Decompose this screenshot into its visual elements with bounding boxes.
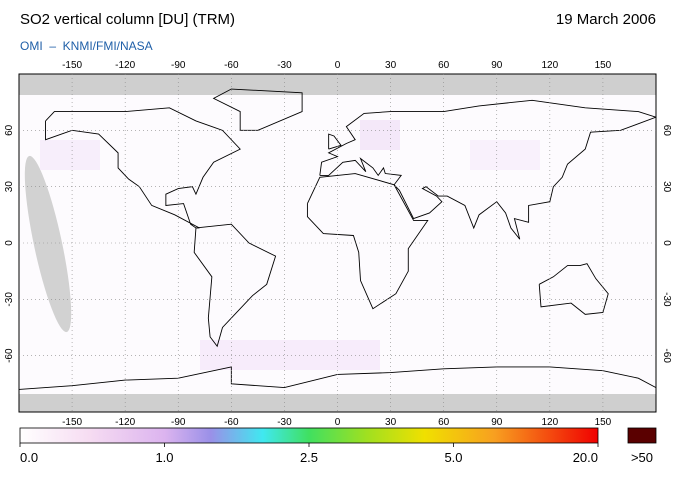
so2-patch bbox=[200, 340, 380, 370]
coastline bbox=[319, 99, 656, 240]
lon-tick-label: 0 bbox=[335, 417, 341, 428]
date: 19 March 2006 bbox=[556, 11, 656, 28]
lat-tick-label: 30 bbox=[661, 181, 672, 193]
lon-tick-label: -120 bbox=[115, 60, 135, 71]
title: SO2 vertical column [DU] (TRM) bbox=[20, 11, 235, 28]
lon-tick-label: -30 bbox=[277, 60, 292, 71]
coastline bbox=[538, 263, 609, 315]
so2-patch bbox=[470, 140, 540, 170]
lon-tick-label: -60 bbox=[224, 417, 239, 428]
lat-tick-label: 0 bbox=[661, 240, 672, 246]
lat-tick-label: 60 bbox=[4, 124, 15, 136]
lon-tick-label: 0 bbox=[335, 60, 341, 71]
colorbar-overflow bbox=[627, 427, 657, 444]
lon-tick-label: 30 bbox=[385, 417, 397, 428]
lon-tick-label: 150 bbox=[595, 417, 612, 428]
coastline bbox=[45, 107, 241, 229]
lon-tick-label: -150 bbox=[62, 417, 82, 428]
lat-tick-label: -60 bbox=[4, 348, 15, 363]
lon-tick-label: 90 bbox=[491, 417, 503, 428]
coastline bbox=[193, 223, 277, 348]
lat-tick-label: -60 bbox=[661, 348, 672, 363]
lon-tick-label: 120 bbox=[541, 417, 558, 428]
colorbar-label: 0.0 bbox=[20, 450, 38, 465]
colorbar-label: 20.0 bbox=[573, 450, 598, 465]
lat-tick-label: 60 bbox=[661, 125, 672, 137]
lon-tick-label: 60 bbox=[438, 60, 450, 71]
lon-tick-label: -60 bbox=[224, 60, 239, 71]
lon-tick-label: 90 bbox=[491, 60, 503, 71]
colorbar bbox=[19, 427, 599, 444]
so2-patch bbox=[40, 140, 100, 170]
no-data-north bbox=[19, 74, 656, 95]
coastline bbox=[212, 88, 303, 131]
so2-patch bbox=[360, 120, 400, 150]
lon-tick-label: -90 bbox=[171, 417, 186, 428]
lon-tick-label: -120 bbox=[115, 417, 135, 428]
lon-tick-label: 120 bbox=[541, 60, 558, 71]
coastline bbox=[306, 173, 429, 310]
lat-tick-label: 30 bbox=[4, 181, 15, 193]
colorbar-overflow-label: >50 bbox=[631, 450, 653, 465]
lat-tick-label: -30 bbox=[661, 292, 672, 307]
lon-tick-label: 30 bbox=[385, 60, 397, 71]
colorbar-label: 1.0 bbox=[155, 450, 173, 465]
subtitle: OMI – KNMI/FMI/NASA bbox=[20, 39, 153, 53]
lon-tick-label: 150 bbox=[595, 60, 612, 71]
colorbar-label: 2.5 bbox=[300, 450, 318, 465]
lon-tick-label: -90 bbox=[171, 60, 186, 71]
lat-tick-label: 0 bbox=[4, 240, 15, 246]
lat-tick-label: -30 bbox=[4, 292, 15, 307]
lon-tick-label: -30 bbox=[277, 417, 292, 428]
colorbar-label: 5.0 bbox=[444, 450, 462, 465]
lon-tick-label: -150 bbox=[62, 60, 82, 71]
coastline bbox=[328, 133, 342, 150]
lon-tick-label: 60 bbox=[438, 417, 450, 428]
no-data-swath bbox=[24, 155, 72, 333]
